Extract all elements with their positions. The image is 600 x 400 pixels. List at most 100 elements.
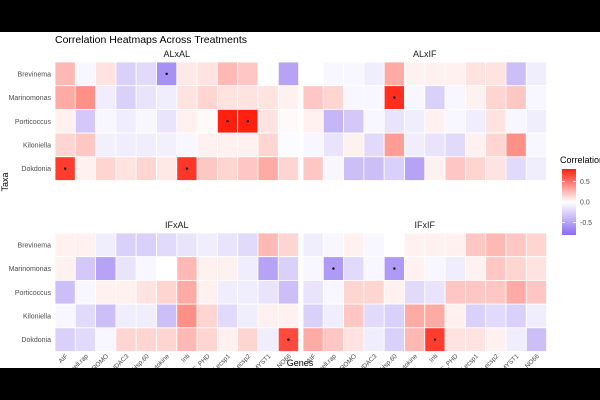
y-tick-label: Marinomonas	[9, 266, 52, 273]
heatmap-cell	[322, 327, 344, 352]
heatmap-cell	[277, 109, 299, 134]
heatmap-cell	[176, 109, 198, 134]
heatmap-cell	[176, 85, 198, 110]
heatmap-cell	[525, 232, 547, 258]
heatmap-cell	[277, 256, 299, 281]
heatmap-cell	[525, 327, 547, 352]
heatmap-cell	[464, 279, 487, 305]
heatmap-cell	[237, 327, 259, 352]
heatmap-cell	[74, 61, 97, 87]
y-tick-label: Dokdonia	[21, 337, 51, 344]
heatmap-cell	[196, 232, 218, 258]
heatmap-cell	[424, 232, 446, 258]
heatmap-cell	[135, 85, 157, 110]
heatmap-cell	[383, 132, 405, 158]
heatmap-cell	[74, 132, 97, 158]
heatmap-cell	[444, 327, 466, 352]
heatmap-cell	[464, 132, 487, 158]
x-tick-label: HDAC3	[110, 353, 131, 368]
heatmap-cell	[505, 109, 527, 134]
heatmap-cell	[464, 109, 487, 134]
heatmap-cell	[424, 279, 446, 305]
heatmap-cell	[424, 85, 446, 110]
heatmap-cell	[176, 256, 198, 281]
x-tick-label: NO66	[524, 353, 541, 368]
heatmap-cell	[257, 132, 279, 158]
legend-tick-label: -0.5	[580, 220, 592, 227]
heatmap-cell	[383, 303, 405, 329]
y-tick-label: Brevinema	[18, 71, 52, 78]
heatmap-cell	[343, 279, 365, 305]
heatmap-cell	[95, 327, 117, 352]
heatmap-cell	[322, 132, 344, 158]
heatmap-cell	[74, 156, 97, 181]
heatmap-cell	[343, 232, 365, 258]
heatmap-cell	[74, 327, 97, 352]
heatmap-cell	[237, 256, 259, 281]
heatmap-cell	[237, 85, 259, 110]
heatmap-cell	[115, 256, 137, 281]
heatmap-cell	[322, 279, 344, 305]
heatmap-cell	[343, 327, 365, 352]
heatmap-cell	[257, 327, 279, 352]
heatmap-cell	[156, 232, 178, 258]
panel-ALxAL: ALxAL Brevinema Marinomonas Porticoccus Kilo…	[9, 49, 299, 181]
significance-marker	[63, 167, 67, 170]
heatmap-cell	[54, 256, 76, 281]
heatmap-cell	[216, 156, 239, 181]
heatmap-cell	[277, 61, 299, 87]
heatmap-cell	[322, 61, 344, 87]
heatmap-cell	[363, 303, 385, 329]
x-tick-label: BROMO	[88, 353, 110, 368]
heatmap-cell	[444, 279, 466, 305]
heatmap-cell	[196, 109, 218, 134]
heatmap-cell	[176, 303, 198, 329]
heatmap-cell	[176, 232, 198, 258]
heatmap-cell	[464, 232, 487, 258]
heatmap-cell	[95, 61, 117, 87]
heatmap-cell	[95, 279, 117, 305]
heatmap-cell	[322, 232, 344, 258]
x-tick-label: BROMO	[336, 353, 358, 368]
heatmap-cell	[115, 109, 137, 134]
y-tick-label: Kiloniella	[23, 142, 51, 149]
heatmap-cell	[525, 61, 547, 87]
heatmap-cell	[485, 279, 507, 305]
heatmap-cell	[196, 61, 218, 87]
heatmap-cell	[74, 256, 97, 281]
heatmap-cell	[444, 61, 466, 87]
heatmap-cell	[505, 132, 527, 158]
y-tick-label: Porticoccus	[15, 290, 52, 297]
heatmap-cell	[257, 279, 279, 305]
heatmap-cell	[343, 85, 365, 110]
heatmap-cell	[505, 61, 527, 87]
heatmap-cell	[257, 61, 279, 87]
significance-marker	[393, 267, 396, 270]
heatmap-cell	[404, 132, 426, 158]
x-tick-label: Lecsp2	[480, 353, 500, 368]
heatmap-cell	[464, 61, 487, 87]
y-tick-label: Marinomonas	[9, 95, 52, 102]
heatmap-cell	[115, 132, 137, 158]
heatmap-cell	[505, 256, 527, 281]
heatmap-cell	[485, 303, 507, 329]
heatmap-cell	[176, 279, 198, 305]
heatmap-cell	[343, 303, 365, 329]
heatmap-cell	[95, 156, 117, 181]
heatmap-cell	[363, 132, 385, 158]
heatmap-cell	[404, 303, 426, 329]
heatmap-cell	[257, 109, 279, 134]
heatmap-cell	[115, 327, 137, 352]
heatmap-cell	[115, 279, 137, 305]
heatmap-cell	[95, 256, 117, 281]
heatmap-cell	[464, 303, 487, 329]
heatmap-cell	[156, 279, 178, 305]
x-tick-label: Hsp.60	[131, 353, 151, 368]
heatmap-cell	[54, 61, 76, 87]
heatmap-cell	[464, 156, 487, 181]
heatmap-cell	[464, 85, 487, 110]
heatmap-cell	[505, 327, 527, 352]
heatmap-cell	[505, 232, 527, 258]
heatmap-cell	[404, 156, 426, 181]
heatmap-cell	[156, 327, 178, 352]
